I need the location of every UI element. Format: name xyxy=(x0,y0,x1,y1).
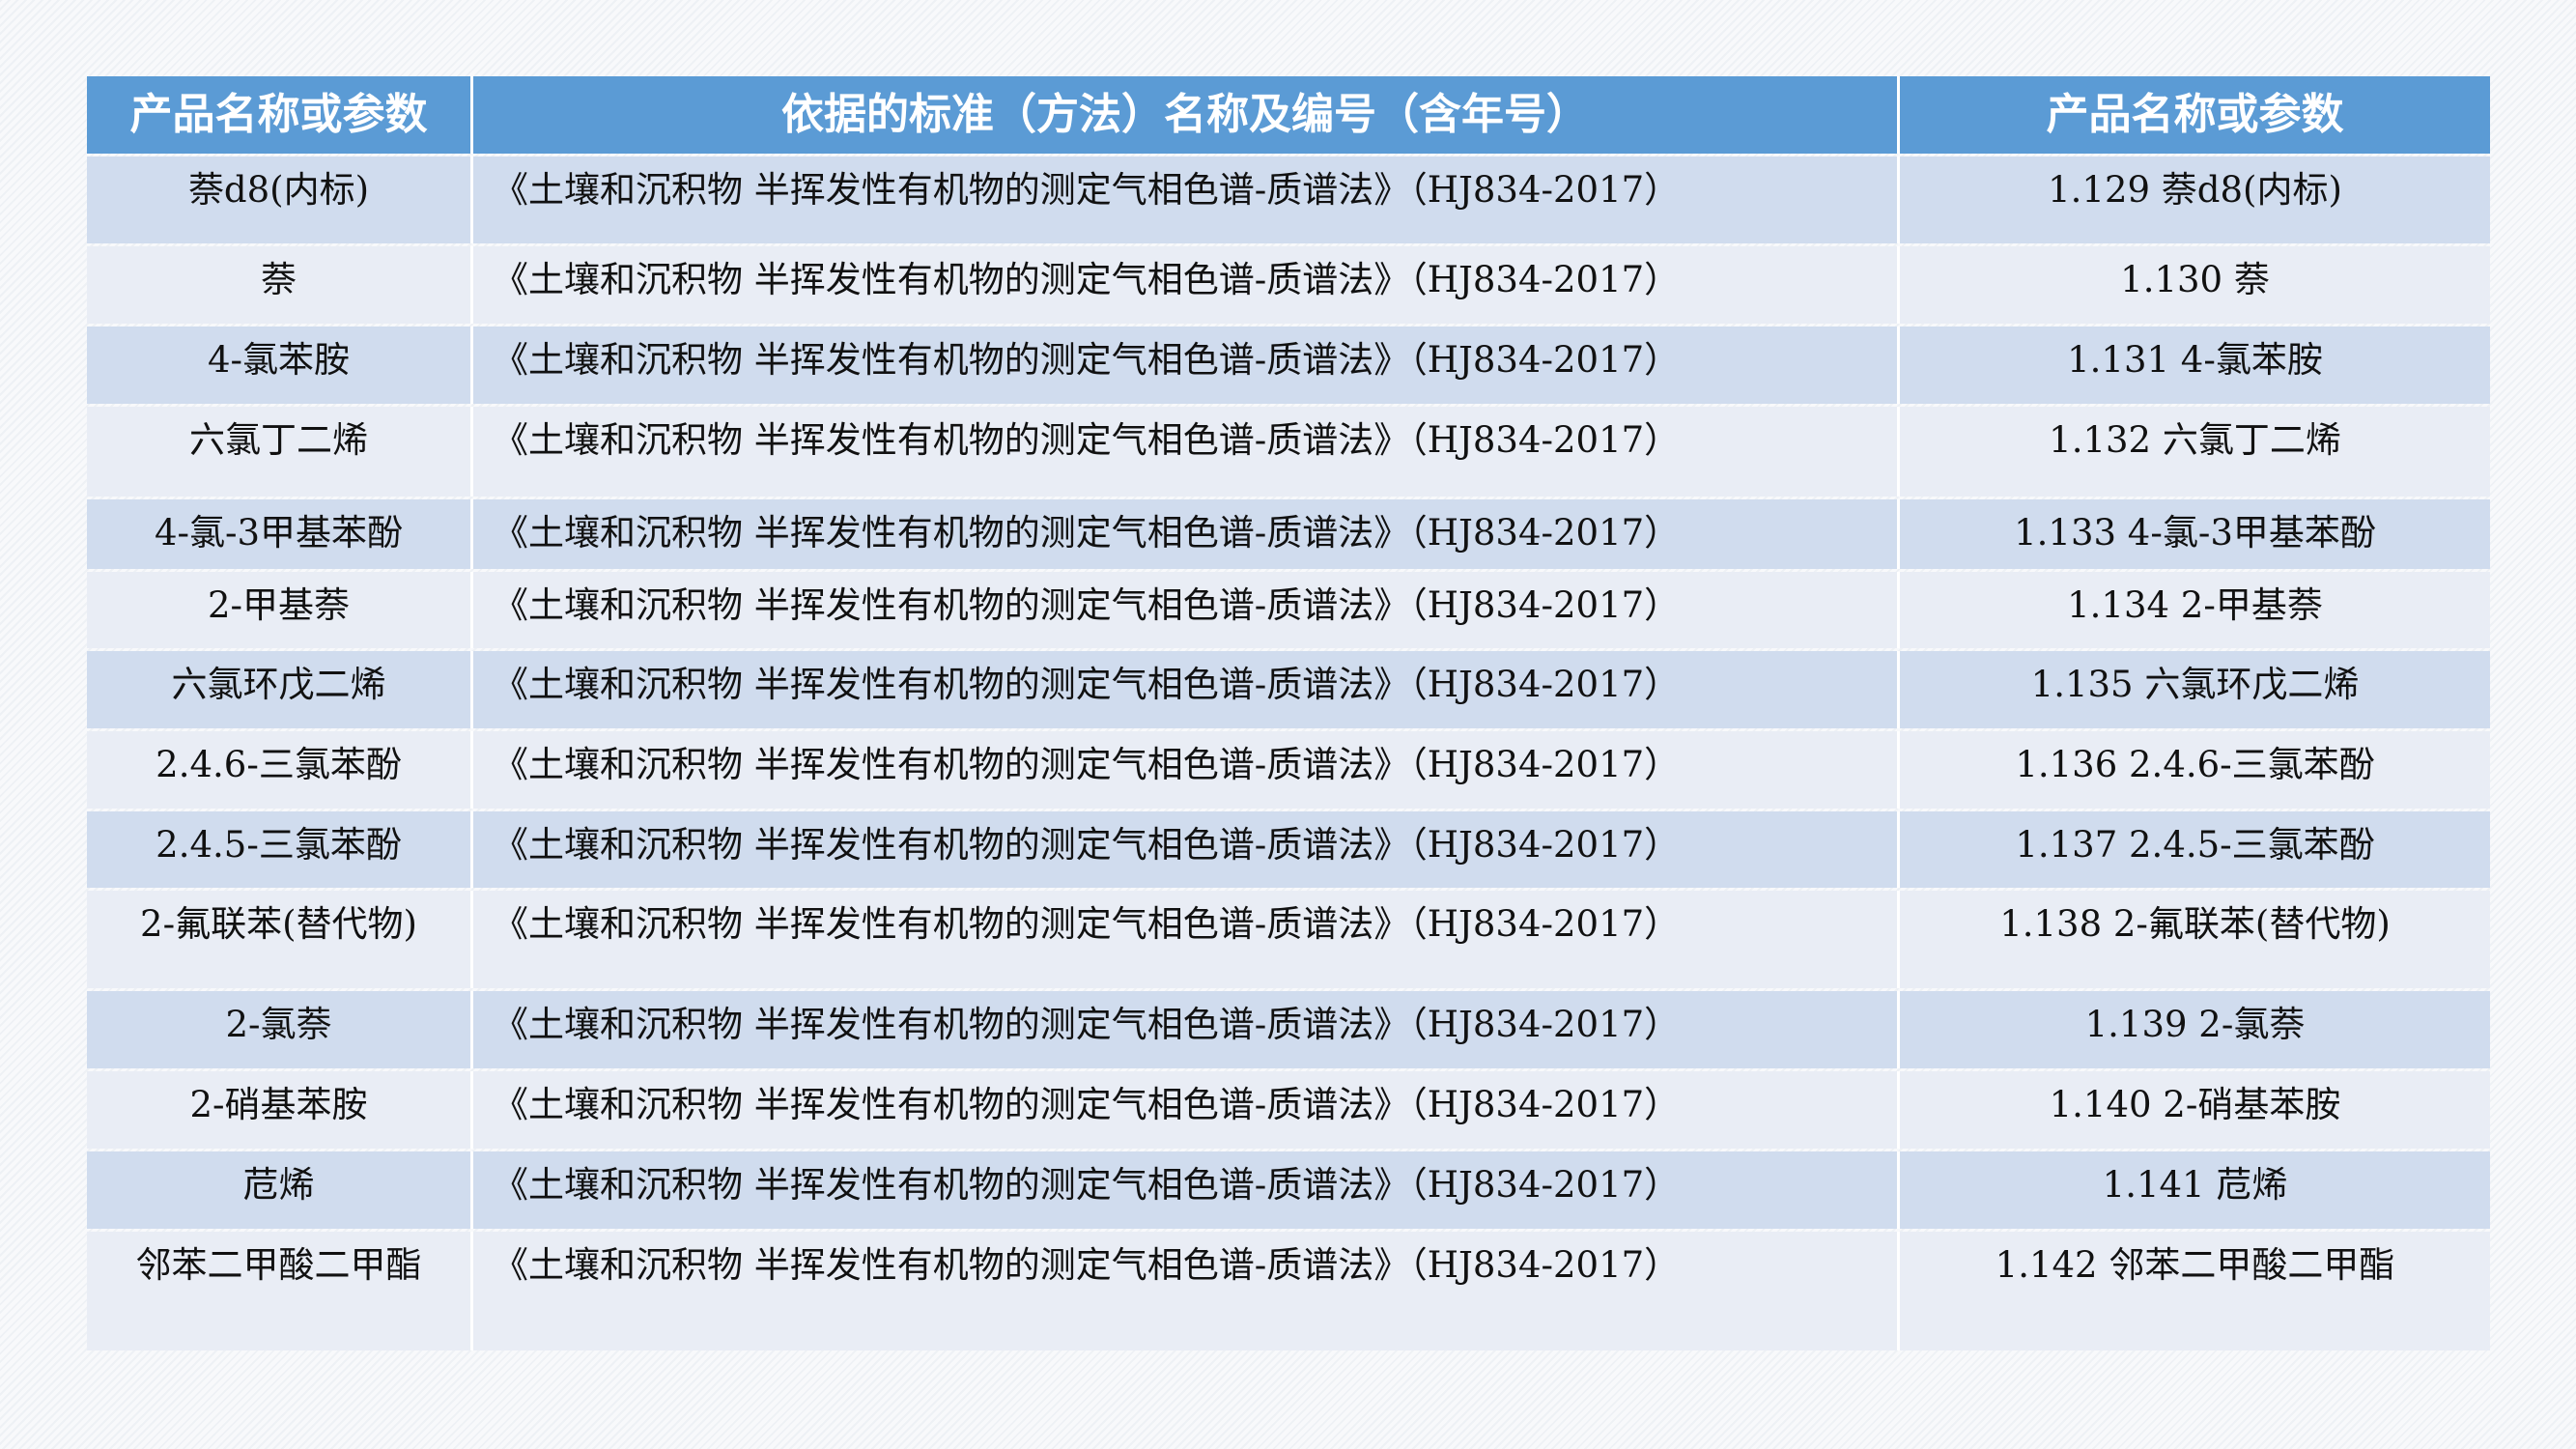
cell-parameter: 1.135 六氯环戊二烯 xyxy=(1900,651,2490,728)
cell-parameter: 1.140 2-硝基苯胺 xyxy=(1900,1071,2490,1149)
cell-standard: 《土壤和沉积物 半挥发性有机物的测定气相色谱-质谱法》（HJ834-2017） xyxy=(473,991,1900,1068)
table-row: 邻苯二甲酸二甲酯 《土壤和沉积物 半挥发性有机物的测定气相色谱-质谱法》（HJ83… xyxy=(87,1232,2490,1350)
cell-standard: 《土壤和沉积物 半挥发性有机物的测定气相色谱-质谱法》（HJ834-2017） xyxy=(473,407,1900,497)
cell-product-name: 邻苯二甲酸二甲酯 xyxy=(87,1232,473,1350)
cell-parameter: 1.133 4-氯-3甲基苯酚 xyxy=(1900,499,2490,569)
cell-product-name: 六氯环戊二烯 xyxy=(87,651,473,728)
table-body: 萘d8(内标) 《土壤和沉积物 半挥发性有机物的测定气相色谱-质谱法》（HJ834… xyxy=(87,156,2490,1350)
table-row: 4-氯-3甲基苯酚 《土壤和沉积物 半挥发性有机物的测定气相色谱-质谱法》（HJ8… xyxy=(87,499,2490,569)
table-row: 2.4.5-三氯苯酚 《土壤和沉积物 半挥发性有机物的测定气相色谱-质谱法》（HJ… xyxy=(87,811,2490,888)
table-row: 萘《土壤和沉积物 半挥发性有机物的测定气相色谱-质谱法》（HJ834-2017）… xyxy=(87,246,2490,324)
cell-product-name: 2-氯萘 xyxy=(87,991,473,1068)
cell-product-name: 2.4.5-三氯苯酚 xyxy=(87,811,473,888)
cell-standard: 《土壤和沉积物 半挥发性有机物的测定气相色谱-质谱法》（HJ834-2017） xyxy=(473,246,1900,324)
cell-parameter: 1.139 2-氯萘 xyxy=(1900,991,2490,1068)
cell-parameter: 1.137 2.4.5-三氯苯酚 xyxy=(1900,811,2490,888)
header-parameter: 产品名称或参数 xyxy=(1900,76,2490,154)
cell-standard: 《土壤和沉积物 半挥发性有机物的测定气相色谱-质谱法》（HJ834-2017） xyxy=(473,1232,1900,1350)
header-product-name: 产品名称或参数 xyxy=(87,76,473,154)
cell-parameter: 1.142 邻苯二甲酸二甲酯 xyxy=(1900,1232,2490,1350)
cell-parameter: 1.136 2.4.6-三氯苯酚 xyxy=(1900,731,2490,809)
table-row: 萘d8(内标) 《土壤和沉积物 半挥发性有机物的测定气相色谱-质谱法》（HJ834… xyxy=(87,156,2490,243)
cell-product-name: 4-氯苯胺 xyxy=(87,327,473,404)
table-row: 六氯环戊二烯 《土壤和沉积物 半挥发性有机物的测定气相色谱-质谱法》（HJ834-… xyxy=(87,651,2490,728)
standards-table: 产品名称或参数 依据的标准（方法）名称及编号（含年号） 产品名称或参数 萘d8(… xyxy=(87,76,2490,1353)
cell-standard: 《土壤和沉积物 半挥发性有机物的测定气相色谱-质谱法》（HJ834-2017） xyxy=(473,1151,1900,1229)
cell-standard: 《土壤和沉积物 半挥发性有机物的测定气相色谱-质谱法》（HJ834-2017） xyxy=(473,499,1900,569)
table-row: 2-氟联苯(替代物) 《土壤和沉积物 半挥发性有机物的测定气相色谱-质谱法》（HJ… xyxy=(87,891,2490,988)
table-row: 2-甲基萘 《土壤和沉积物 半挥发性有机物的测定气相色谱-质谱法》（HJ834-2… xyxy=(87,572,2490,648)
cell-product-name: 萘 xyxy=(87,246,473,324)
cell-parameter: 1.138 2-氟联苯(替代物) xyxy=(1900,891,2490,988)
cell-product-name: 2-硝基苯胺 xyxy=(87,1071,473,1149)
table-row: 苊烯 《土壤和沉积物 半挥发性有机物的测定气相色谱-质谱法》（HJ834-2017… xyxy=(87,1151,2490,1229)
cell-standard: 《土壤和沉积物 半挥发性有机物的测定气相色谱-质谱法》（HJ834-2017） xyxy=(473,1071,1900,1149)
cell-parameter: 1.131 4-氯苯胺 xyxy=(1900,327,2490,404)
cell-standard: 《土壤和沉积物 半挥发性有机物的测定气相色谱-质谱法》（HJ834-2017） xyxy=(473,891,1900,988)
cell-standard: 《土壤和沉积物 半挥发性有机物的测定气相色谱-质谱法》（HJ834-2017） xyxy=(473,811,1900,888)
table-row: 4-氯苯胺 《土壤和沉积物 半挥发性有机物的测定气相色谱-质谱法》（HJ834-2… xyxy=(87,327,2490,404)
table-row: 2-氯萘 《土壤和沉积物 半挥发性有机物的测定气相色谱-质谱法》（HJ834-20… xyxy=(87,991,2490,1068)
table-header: 产品名称或参数 依据的标准（方法）名称及编号（含年号） 产品名称或参数 xyxy=(87,76,2490,154)
cell-product-name: 苊烯 xyxy=(87,1151,473,1229)
table-row: 2.4.6-三氯苯酚 《土壤和沉积物 半挥发性有机物的测定气相色谱-质谱法》（HJ… xyxy=(87,731,2490,809)
cell-product-name: 2-甲基萘 xyxy=(87,572,473,648)
table-row: 2-硝基苯胺 《土壤和沉积物 半挥发性有机物的测定气相色谱-质谱法》（HJ834-… xyxy=(87,1071,2490,1149)
table-row: 六氯丁二烯 《土壤和沉积物 半挥发性有机物的测定气相色谱-质谱法》（HJ834-2… xyxy=(87,407,2490,497)
cell-product-name: 六氯丁二烯 xyxy=(87,407,473,497)
cell-parameter: 1.134 2-甲基萘 xyxy=(1900,572,2490,648)
cell-product-name: 萘d8(内标) xyxy=(87,156,473,243)
cell-product-name: 2.4.6-三氯苯酚 xyxy=(87,731,473,809)
cell-standard: 《土壤和沉积物 半挥发性有机物的测定气相色谱-质谱法》（HJ834-2017） xyxy=(473,572,1900,648)
cell-parameter: 1.141 苊烯 xyxy=(1900,1151,2490,1229)
cell-standard: 《土壤和沉积物 半挥发性有机物的测定气相色谱-质谱法》（HJ834-2017） xyxy=(473,327,1900,404)
cell-product-name: 2-氟联苯(替代物) xyxy=(87,891,473,988)
cell-standard: 《土壤和沉积物 半挥发性有机物的测定气相色谱-质谱法》（HJ834-2017） xyxy=(473,156,1900,243)
cell-standard: 《土壤和沉积物 半挥发性有机物的测定气相色谱-质谱法》（HJ834-2017） xyxy=(473,731,1900,809)
cell-standard: 《土壤和沉积物 半挥发性有机物的测定气相色谱-质谱法》（HJ834-2017） xyxy=(473,651,1900,728)
cell-parameter: 1.129 萘d8(内标) xyxy=(1900,156,2490,243)
cell-parameter: 1.130 萘 xyxy=(1900,246,2490,324)
cell-product-name: 4-氯-3甲基苯酚 xyxy=(87,499,473,569)
cell-parameter: 1.132 六氯丁二烯 xyxy=(1900,407,2490,497)
header-standard: 依据的标准（方法）名称及编号（含年号） xyxy=(473,76,1900,154)
